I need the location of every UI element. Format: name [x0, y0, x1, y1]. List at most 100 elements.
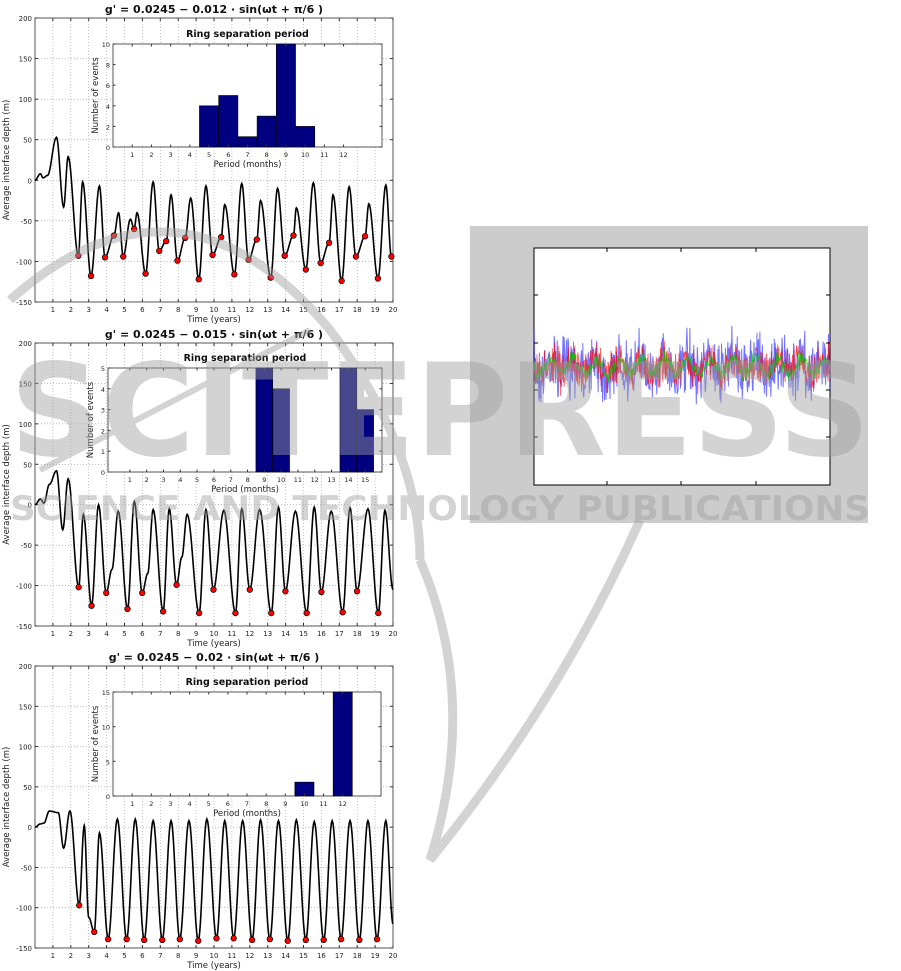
ring-separation-marker	[141, 936, 148, 944]
x-tick-label: 19	[371, 630, 380, 638]
inset-y-tick-label: 10	[102, 724, 110, 732]
inset-x-tick-label: 14	[344, 476, 352, 484]
ring-separation-marker	[325, 239, 333, 246]
chart-title: g' = 0.0245 − 0.015 · sin(ωt + π/6 )	[105, 328, 323, 341]
y-tick-label: -50	[21, 542, 32, 550]
y-axis-label: Average interface depth (m)	[2, 100, 12, 221]
inset-x-tick-label: 7	[245, 151, 249, 159]
y-tick-label: -100	[16, 905, 32, 913]
inset-x-tick-label: 1	[130, 800, 134, 808]
inset-x-tick-label: 13	[327, 476, 335, 484]
inset-x-axis-label: Period (months)	[214, 160, 282, 170]
x-tick-label: 17	[335, 630, 344, 638]
ring-separation-marker	[339, 609, 346, 616]
x-tick-label: 15	[299, 306, 308, 314]
ring-separation-marker	[75, 584, 82, 591]
x-tick-label: 20	[389, 630, 398, 638]
y-tick-label: 200	[19, 663, 32, 671]
x-tick-label: 18	[353, 952, 362, 960]
ring-separation-marker	[139, 589, 146, 596]
x-tick-label: 16	[317, 952, 326, 960]
ring-separation-marker	[218, 233, 225, 241]
x-tick-label: 2	[69, 952, 73, 960]
x-tick-label: 20	[389, 306, 398, 314]
inset-x-tick-label: 2	[149, 800, 153, 808]
x-tick-label: 5	[122, 952, 126, 960]
inset-title: Ring separation period	[186, 677, 309, 688]
x-tick-label: 19	[371, 306, 380, 314]
ring-separation-marker	[318, 588, 325, 596]
ring-separation-marker	[230, 935, 237, 942]
inset-x-tick-label: 10	[301, 151, 309, 159]
x-tick-label: 9	[194, 952, 198, 960]
x-tick-label: 3	[86, 952, 90, 960]
ring-separation-marker	[88, 602, 95, 609]
ring-separation-marker	[267, 274, 274, 281]
y-tick-label: 150	[19, 56, 32, 64]
y-tick-label: -50	[21, 864, 32, 872]
noise-series-3	[533, 350, 831, 383]
inset-y-tick-label: 3	[101, 407, 105, 415]
inset-x-tick-label: 2	[149, 151, 153, 159]
inset-x-tick-label: 9	[284, 151, 288, 159]
inset-plot-area	[112, 43, 383, 148]
inset-x-tick-label: 12	[339, 151, 347, 159]
ring-separation-marker	[210, 586, 217, 593]
x-tick-label: 5	[122, 630, 126, 638]
inset-x-tick-label: 8	[265, 151, 269, 159]
y-tick-label: 50	[23, 137, 32, 145]
x-tick-label: 4	[104, 306, 109, 314]
ring-separation-marker	[124, 605, 131, 613]
inset-x-tick-label: 7	[229, 476, 233, 484]
ring-separation-marker	[131, 225, 138, 233]
ring-separation-marker	[361, 233, 369, 240]
x-tick-label: 20	[389, 952, 398, 960]
inset-x-tick-label: 12	[339, 800, 347, 808]
inset-x-tick-label: 6	[212, 476, 216, 484]
y-tick-label: 0	[28, 177, 32, 185]
chart-title: g' = 0.0245 − 0.02 · sin(ωt + π/6 )	[109, 651, 320, 664]
depth-curve	[34, 136, 393, 283]
x-tick-label: 7	[158, 952, 162, 960]
histogram-bar	[276, 43, 296, 148]
inset-title: Ring separation period	[184, 353, 307, 364]
y-tick-label: 100	[19, 744, 32, 752]
y-tick-label: 100	[19, 96, 32, 104]
inset-y-tick-label: 10	[102, 41, 110, 49]
line-chart-3: g' = 0.0245 − 0.02 · sin(ωt + π/6 )1 2 3 4 5…	[2, 651, 397, 971]
y-tick-label: -150	[16, 945, 32, 953]
x-tick-label: 16	[317, 306, 326, 314]
ring-separation-marker	[246, 586, 253, 593]
y-tick-label: 50	[23, 461, 32, 469]
ring-separation-marker	[245, 256, 252, 263]
ring-separation-marker	[76, 902, 83, 909]
ring-separation-marker	[374, 275, 382, 282]
ring-separation-marker	[248, 936, 256, 944]
inset-y-tick-label: 8	[106, 62, 110, 70]
histogram-bar	[218, 95, 239, 148]
line-chart-2: g' = 0.0245 − 0.015 · sin(ωt + π/6 )1 2 3 4…	[2, 328, 397, 649]
ring-separation-marker	[195, 276, 202, 283]
x-tick-label: 5	[122, 306, 126, 314]
ring-separation-marker	[101, 254, 109, 261]
ring-separation-marker	[302, 936, 309, 944]
y-tick-label: 200	[19, 340, 32, 348]
ring-separation-marker	[302, 266, 309, 273]
y-tick-label: 100	[19, 421, 32, 429]
inset-x-tick-label: 4	[188, 151, 192, 159]
ring-separation-marker	[213, 935, 220, 942]
x-tick-label: 13	[263, 952, 272, 960]
chart-title: g' = 0.0245 − 0.012 · sin(ωt + π/6 )	[105, 3, 323, 16]
watermark-subtitle: SCIENCE AND TECHNOLOGY PUBLICATIONS	[10, 489, 870, 529]
y-tick-label: -100	[16, 258, 32, 266]
inset-x-tick-label: 5	[207, 151, 211, 159]
x-tick-label: 8	[176, 306, 180, 314]
x-tick-label: 4	[104, 630, 109, 638]
x-tick-label: 2	[69, 630, 73, 638]
x-axis-label: Time (years)	[186, 639, 241, 649]
x-tick-label: 10	[210, 952, 219, 960]
inset-x-tick-label: 9	[283, 800, 287, 808]
ring-separation-marker	[388, 253, 395, 260]
x-tick-label: 17	[335, 952, 344, 960]
x-tick-label: 12	[245, 306, 254, 314]
